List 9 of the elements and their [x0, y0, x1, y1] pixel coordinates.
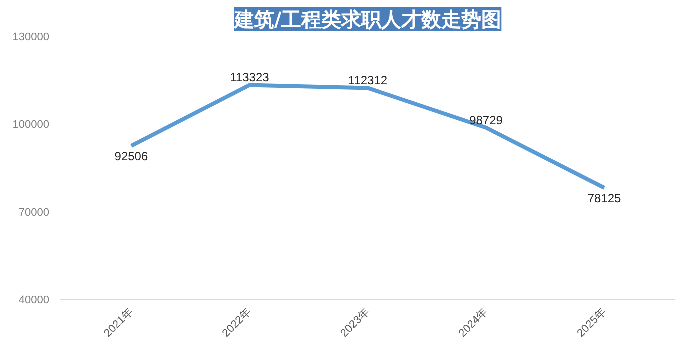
- y-tick-label: 100000: [12, 119, 50, 132]
- y-tick-label: 70000: [18, 206, 50, 219]
- data-label: 98729: [470, 113, 504, 128]
- data-label: 78125: [588, 192, 622, 206]
- y-tick-label: 40000: [18, 294, 50, 306]
- data-label: 92506: [114, 150, 148, 164]
- data-label: 112312: [348, 74, 388, 88]
- y-tick-label: 130000: [12, 32, 50, 44]
- data-label: 113323: [230, 70, 270, 85]
